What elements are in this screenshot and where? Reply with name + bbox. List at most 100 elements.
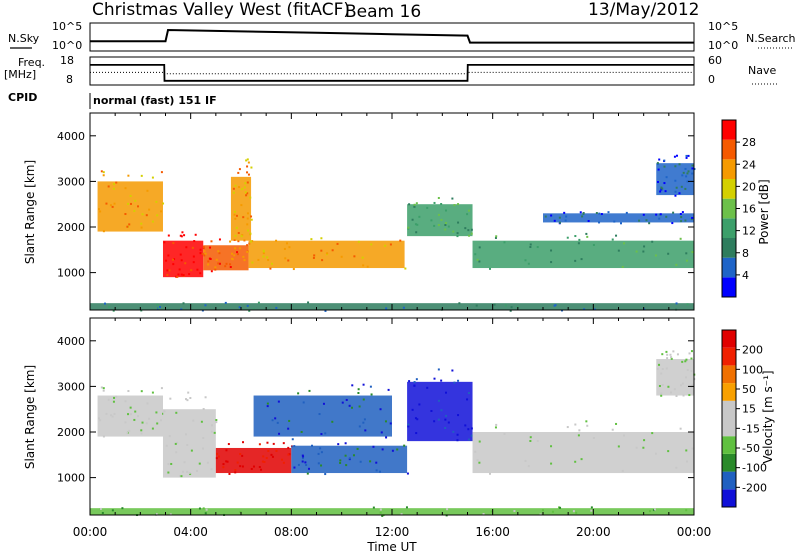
data-speck xyxy=(102,387,105,390)
data-speck xyxy=(233,213,236,216)
data-speck xyxy=(656,367,659,370)
data-speck xyxy=(590,509,593,512)
data-speck xyxy=(440,409,443,412)
colorbar-tick-label: 24 xyxy=(742,158,756,171)
data-speck xyxy=(311,444,314,447)
data-speck xyxy=(664,190,667,193)
data-speck xyxy=(262,252,265,255)
data-speck xyxy=(444,228,447,231)
data-speck xyxy=(233,254,236,257)
data-speck xyxy=(415,432,418,435)
data-speck xyxy=(340,255,343,258)
data-speck xyxy=(651,240,654,243)
data-speck xyxy=(231,252,234,255)
data-speck xyxy=(250,218,253,221)
data-speck xyxy=(456,235,459,238)
data-speck xyxy=(165,259,168,262)
data-speck xyxy=(178,268,181,271)
data-speck xyxy=(218,262,221,265)
data-speck xyxy=(301,457,304,460)
data-speck xyxy=(598,212,601,215)
data-speck xyxy=(331,420,334,423)
data-speck xyxy=(592,436,595,439)
data-speck xyxy=(686,368,689,371)
data-speck xyxy=(301,460,304,463)
data-speck xyxy=(199,252,202,255)
data-speck xyxy=(585,232,588,235)
data-speck xyxy=(169,397,172,400)
nsky-series-line xyxy=(90,28,694,44)
data-speck xyxy=(437,213,440,216)
data-speck xyxy=(529,243,532,246)
data-speck xyxy=(266,441,269,444)
station-title: Christmas Valley West (fitACF) xyxy=(92,0,350,20)
data-speck xyxy=(113,183,116,186)
data-speck xyxy=(691,383,694,386)
data-speck xyxy=(413,384,416,387)
data-speck xyxy=(661,383,664,386)
data-speck xyxy=(466,398,469,401)
data-speck xyxy=(267,259,270,262)
data-speck xyxy=(115,181,118,184)
data-speck xyxy=(186,399,189,402)
data-speck xyxy=(482,513,485,516)
data-speck xyxy=(218,455,221,458)
data-speck xyxy=(300,430,303,433)
data-speck xyxy=(241,454,244,457)
data-speck xyxy=(558,221,561,224)
y-tick-label: 4000 xyxy=(57,335,85,348)
data-speck xyxy=(470,427,473,430)
data-speck xyxy=(246,217,249,220)
data-speck xyxy=(239,452,242,455)
data-speck xyxy=(215,421,218,424)
data-speck xyxy=(663,159,666,162)
data-speck xyxy=(160,387,163,390)
data-speck xyxy=(336,242,339,245)
data-speck xyxy=(687,170,690,173)
data-band-2 xyxy=(215,447,292,474)
data-speck xyxy=(176,275,179,278)
data-speck xyxy=(580,458,583,461)
data-speck xyxy=(192,261,195,264)
data-speck xyxy=(372,445,375,448)
data-speck xyxy=(407,226,410,229)
data-speck xyxy=(231,258,234,261)
nsearch-label: N.Search xyxy=(746,32,796,45)
data-speck xyxy=(457,414,460,417)
data-speck xyxy=(207,263,210,266)
data-speck xyxy=(660,394,663,397)
data-speck xyxy=(408,380,411,383)
data-speck xyxy=(113,412,116,415)
nsky-label: N.Sky xyxy=(8,32,40,45)
data-speck xyxy=(679,237,682,240)
data-speck xyxy=(151,220,154,223)
data-speck xyxy=(418,215,421,218)
data-speck xyxy=(168,269,171,272)
data-speck xyxy=(385,307,388,310)
colorbar-tick-label: -15 xyxy=(742,422,760,435)
data-speck xyxy=(141,213,144,216)
data-speck xyxy=(247,173,250,176)
colorbar-segment xyxy=(722,347,736,366)
data-speck xyxy=(399,239,402,242)
data-speck xyxy=(180,308,183,311)
data-speck xyxy=(416,418,419,421)
data-speck xyxy=(468,438,471,441)
data-speck xyxy=(524,259,527,262)
data-speck xyxy=(503,432,506,435)
data-speck xyxy=(411,218,414,221)
data-speck xyxy=(232,191,235,194)
data-speck xyxy=(99,210,102,213)
data-speck xyxy=(263,460,266,463)
data-speck xyxy=(407,425,410,428)
data-speck xyxy=(276,421,279,424)
data-speck xyxy=(176,441,179,444)
data-speck xyxy=(643,439,646,442)
data-speck xyxy=(658,158,661,161)
data-speck xyxy=(391,449,394,452)
colorbar-segment xyxy=(722,330,736,348)
data-speck xyxy=(247,229,250,232)
data-speck xyxy=(592,243,595,246)
data-speck xyxy=(235,226,238,229)
